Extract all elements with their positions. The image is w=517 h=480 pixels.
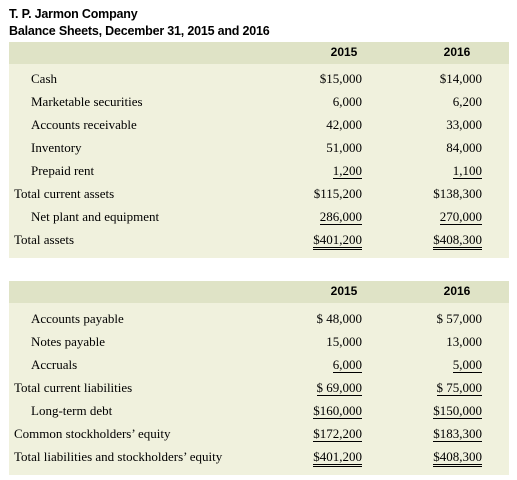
table-row: Total current assets $115,200 $138,300: [9, 183, 509, 206]
value-2016: $408,300: [392, 232, 482, 250]
row-label: Accounts receivable: [31, 117, 137, 132]
liabilities-header: 2015 2016: [9, 281, 509, 303]
row-label: Total liabilities and stockholders’ equi…: [14, 449, 223, 464]
value-text: 5,000: [452, 357, 482, 373]
value-2016: 13,000: [446, 334, 482, 349]
value-2015: 1,200: [272, 163, 362, 179]
value-text: $150,000: [433, 403, 482, 419]
value-2016: 270,000: [392, 209, 482, 225]
year-2016-header: 2016: [443, 284, 471, 298]
value-2015: $160,000: [272, 403, 362, 419]
row-label: Inventory: [31, 140, 82, 155]
assets-header: 2015 2016: [9, 42, 509, 64]
row-label: Accounts payable: [31, 311, 124, 326]
row-label: Long-term debt: [31, 403, 113, 418]
value-text: 6,000: [332, 357, 362, 373]
table-row: Total assets $401,200 $408,300: [9, 229, 509, 252]
row-label: Marketable securities: [31, 94, 143, 109]
table-row: Net plant and equipment 286,000 270,000: [9, 206, 509, 229]
value-2015: $ 48,000: [316, 311, 363, 326]
table-row: Accruals 6,000 5,000: [9, 354, 509, 377]
table-row: Inventory 51,000 84,000: [9, 137, 509, 160]
value-2015: 6,000: [272, 357, 362, 373]
year-2015-header: 2015: [330, 45, 358, 59]
statement-title: Balance Sheets, December 31, 2015 and 20…: [9, 24, 270, 38]
value-2016: $183,300: [392, 426, 482, 442]
year-2015-header: 2015: [330, 284, 358, 298]
value-text: $172,200: [313, 426, 362, 442]
value-2016: 33,000: [446, 117, 482, 132]
liabilities-table: 2015 2016 Accounts payable $ 48,000 $ 57…: [9, 281, 509, 475]
value-text: $408,300: [433, 232, 482, 250]
liabilities-body: Accounts payable $ 48,000 $ 57,000 Notes…: [9, 303, 509, 475]
table-row: Marketable securities 6,000 6,200: [9, 91, 509, 114]
table-row: Common stockholders’ equity $172,200 $18…: [9, 423, 509, 446]
value-text: $401,200: [313, 449, 362, 467]
value-2016: 5,000: [392, 357, 482, 373]
value-2016: $138,300: [433, 186, 482, 201]
value-text: 286,000: [319, 209, 362, 225]
assets-table: 2015 2016 Cash $15,000 $14,000 Marketabl…: [9, 42, 509, 258]
value-2016: $14,000: [439, 71, 482, 86]
row-label: Accruals: [31, 357, 78, 372]
value-text: $160,000: [313, 403, 362, 419]
value-2016: $408,300: [392, 449, 482, 467]
value-text: 270,000: [439, 209, 482, 225]
value-2016: $ 75,000: [392, 380, 482, 396]
row-label: Cash: [31, 71, 57, 86]
row-label: Prepaid rent: [31, 163, 95, 178]
table-row: Total liabilities and stockholders’ equi…: [9, 446, 509, 469]
year-2016-header: 2016: [443, 45, 471, 59]
assets-body: Cash $15,000 $14,000 Marketable securiti…: [9, 64, 509, 258]
row-label: Notes payable: [31, 334, 106, 349]
table-row: Accounts receivable 42,000 33,000: [9, 114, 509, 137]
row-label: Net plant and equipment: [31, 209, 160, 224]
value-2015: $401,200: [272, 449, 362, 467]
table-row: Prepaid rent 1,200 1,100: [9, 160, 509, 183]
value-2015: 286,000: [272, 209, 362, 225]
value-2016: 1,100: [392, 163, 482, 179]
row-label: Total current liabilities: [14, 380, 133, 395]
value-text: $ 75,000: [436, 380, 482, 396]
company-name: T. P. Jarmon Company: [9, 7, 138, 21]
value-2015: $ 69,000: [272, 380, 362, 396]
value-2016: 6,200: [452, 94, 482, 109]
value-2015: 42,000: [326, 117, 362, 132]
value-2016: 84,000: [446, 140, 482, 155]
value-2015: $115,200: [313, 186, 362, 201]
table-row: Cash $15,000 $14,000: [9, 68, 509, 91]
row-label: Total assets: [14, 232, 75, 247]
value-text: 1,100: [452, 163, 482, 179]
value-text: $408,300: [433, 449, 482, 467]
value-2016: $150,000: [392, 403, 482, 419]
value-2015: $172,200: [272, 426, 362, 442]
table-row: Notes payable 15,000 13,000: [9, 331, 509, 354]
row-label: Common stockholders’ equity: [14, 426, 171, 441]
value-text: 1,200: [332, 163, 362, 179]
value-text: $ 69,000: [316, 380, 362, 396]
table-row: Total current liabilities $ 69,000 $ 75,…: [9, 377, 509, 400]
value-2015: $401,200: [272, 232, 362, 250]
value-2015: 6,000: [332, 94, 362, 109]
table-row: Accounts payable $ 48,000 $ 57,000: [9, 308, 509, 331]
value-2015: 51,000: [326, 140, 362, 155]
value-2016: $ 57,000: [436, 311, 483, 326]
value-2015: $15,000: [319, 71, 362, 86]
value-text: $401,200: [313, 232, 362, 250]
value-text: $183,300: [433, 426, 482, 442]
table-row: Long-term debt $160,000 $150,000: [9, 400, 509, 423]
value-2015: 15,000: [326, 334, 362, 349]
row-label: Total current assets: [14, 186, 115, 201]
